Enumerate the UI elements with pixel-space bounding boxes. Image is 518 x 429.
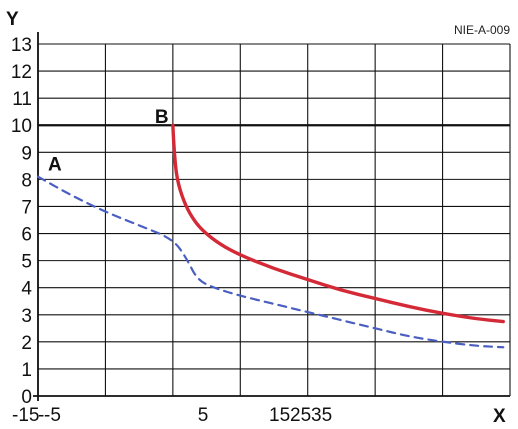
y-tick-label: 12: [11, 62, 32, 83]
x-tick-label: 35: [311, 405, 332, 426]
y-tick-label: 6: [21, 225, 32, 246]
y-tick-label: 8: [21, 170, 32, 191]
series-label-a: A: [48, 155, 62, 176]
series-label-b: B: [155, 107, 169, 128]
x-tick-label: -5: [44, 405, 61, 426]
y-tick-label: 13: [11, 35, 32, 56]
y-tick-label: 4: [21, 279, 32, 300]
y-tick-label: 2: [21, 333, 32, 354]
figure-code: NIE-A-009: [454, 23, 510, 37]
y-tick-label: 5: [21, 252, 32, 273]
x-tick-label: 5: [198, 405, 209, 426]
y-tick-label: 0: [21, 387, 32, 408]
y-tick-label: 11: [12, 89, 32, 110]
y-axis-label: Y: [6, 9, 19, 30]
series-line-b: [171, 123, 505, 324]
series-layer: AB: [36, 107, 505, 349]
x-tick-label: 25: [290, 405, 311, 426]
y-tick-label: 7: [21, 197, 32, 218]
x-tick-label: 15: [269, 405, 290, 426]
x-tick-label: -15: [12, 405, 39, 426]
x-axis-label: X: [493, 406, 506, 427]
y-tick-label: 3: [21, 306, 32, 327]
y-tick-label: 1: [21, 360, 32, 381]
grid: [33, 32, 511, 401]
series-line-a: [36, 175, 505, 349]
y-tick-label: 10: [11, 116, 32, 137]
y-tick-label: 9: [21, 143, 32, 164]
x-tick-separator: -: [38, 405, 44, 426]
